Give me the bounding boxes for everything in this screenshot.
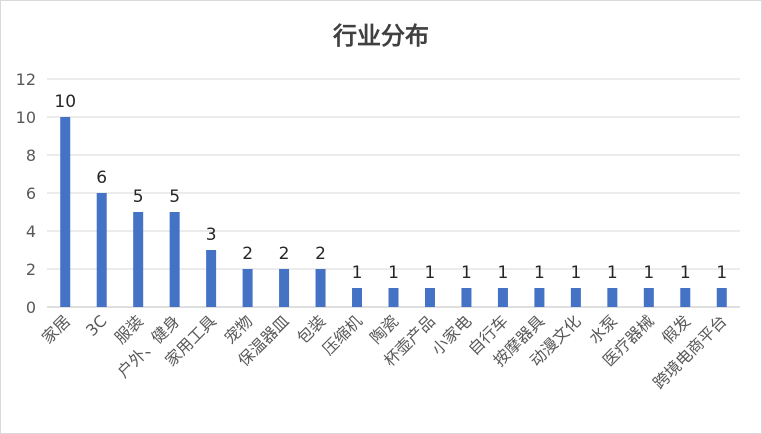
data-label: 5: [169, 187, 180, 207]
gridlines: [47, 78, 740, 308]
data-label: 1: [498, 263, 509, 283]
data-label: 1: [716, 263, 727, 283]
chart-title: 行业分布: [333, 22, 429, 50]
data-label: 10: [54, 92, 76, 112]
bar: [242, 269, 253, 307]
bar: [315, 269, 326, 307]
bar: [169, 212, 180, 307]
data-label: 1: [680, 263, 691, 283]
data-label: 1: [461, 263, 472, 283]
bar: [607, 288, 618, 307]
data-label: 1: [425, 263, 436, 283]
data-label: 5: [133, 187, 144, 207]
bar: [352, 288, 363, 307]
bar: [388, 288, 399, 307]
y-axis-ticks: 0 2 4 6 8 10 12: [16, 70, 36, 317]
x-tick-label: 3C: [82, 311, 111, 340]
bar: [133, 212, 144, 307]
y-tick-label: 10: [16, 108, 36, 127]
data-label: 2: [279, 244, 290, 264]
y-tick-label: 12: [16, 70, 36, 89]
data-label: 1: [352, 263, 363, 283]
bar: [570, 288, 581, 307]
y-tick-label: 6: [26, 184, 36, 203]
bar: [279, 269, 290, 307]
bar: [716, 288, 727, 307]
x-tick-label: 压缩机: [318, 311, 365, 358]
data-labels: 10 6 5 5 3 2 2 2 1 1 1 1 1 1 1 1 1 1 1: [54, 92, 727, 283]
data-label: 1: [534, 263, 545, 283]
data-label: 1: [388, 263, 399, 283]
data-label: 6: [96, 168, 107, 188]
bar: [534, 288, 545, 307]
bar: [643, 288, 654, 307]
data-label: 1: [570, 263, 581, 283]
y-tick-label: 0: [26, 298, 36, 317]
data-label: 1: [643, 263, 654, 283]
x-tick-label: 小家电: [428, 311, 475, 358]
bar: [96, 193, 107, 307]
bars: [60, 117, 727, 307]
data-label: 2: [315, 244, 326, 264]
bar: [206, 250, 217, 307]
y-tick-label: 8: [26, 146, 36, 165]
y-tick-label: 2: [26, 260, 36, 279]
bar: [424, 288, 435, 307]
bar: [461, 288, 472, 307]
bar: [680, 288, 691, 307]
data-label: 3: [206, 225, 217, 245]
bar: [60, 117, 71, 307]
x-tick-label: 家居: [38, 311, 74, 347]
data-label: 1: [607, 263, 618, 283]
data-label: 2: [242, 244, 253, 264]
y-tick-label: 4: [26, 222, 36, 241]
bar: [497, 288, 508, 307]
